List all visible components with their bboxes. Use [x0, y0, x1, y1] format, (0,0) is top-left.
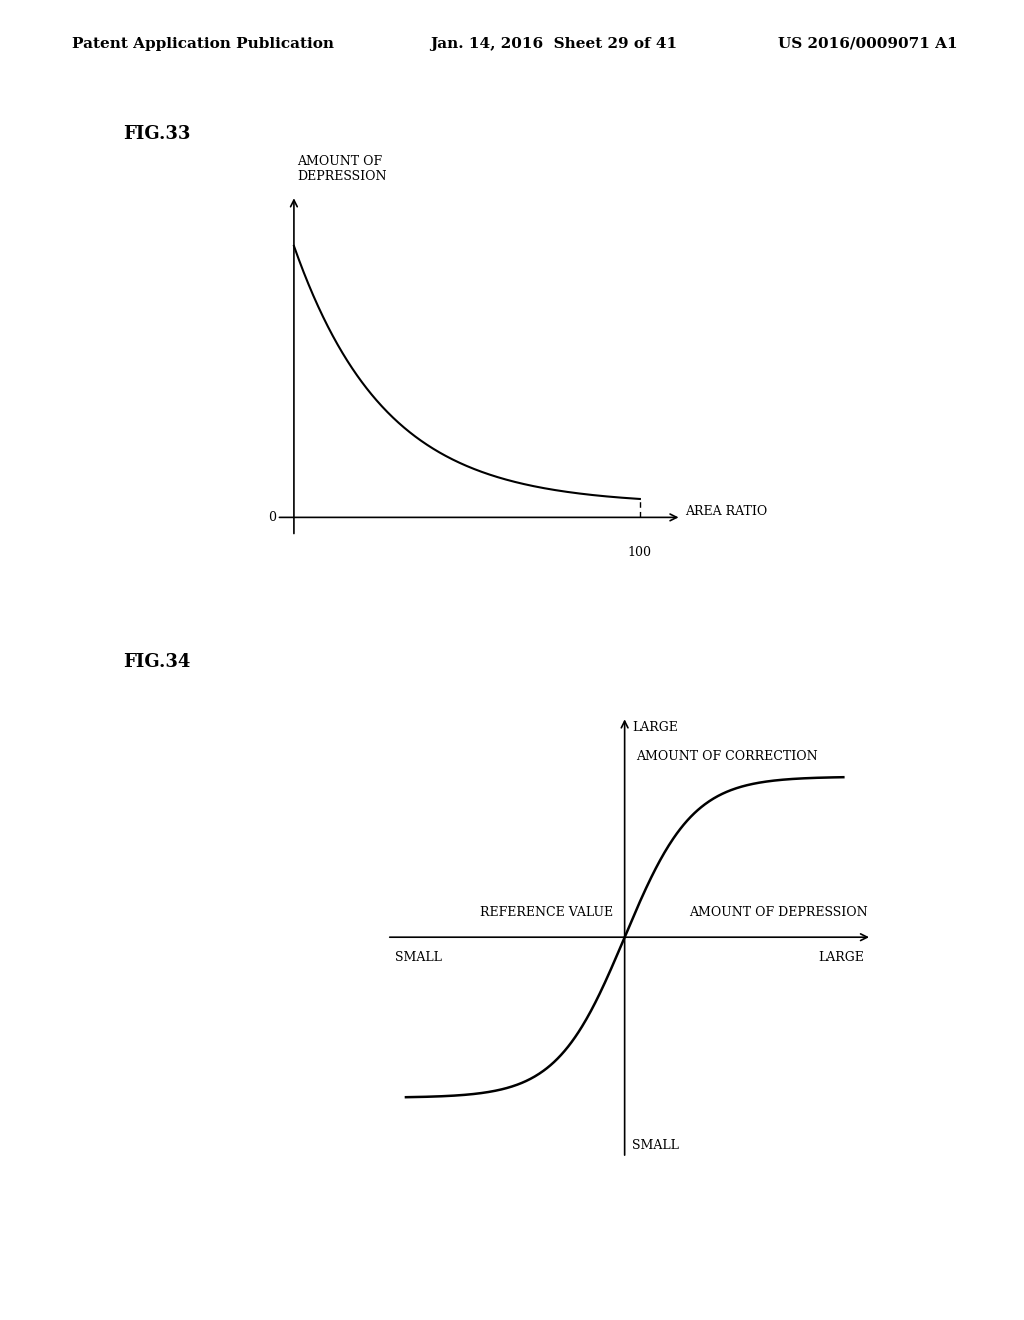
Text: Patent Application Publication: Patent Application Publication	[72, 37, 334, 50]
Text: AMOUNT OF CORRECTION: AMOUNT OF CORRECTION	[636, 750, 818, 763]
Text: REFERENCE VALUE: REFERENCE VALUE	[480, 906, 613, 919]
Text: AMOUNT OF DEPRESSION: AMOUNT OF DEPRESSION	[689, 906, 868, 919]
Text: LARGE: LARGE	[818, 952, 864, 964]
Text: AMOUNT OF
DEPRESSION: AMOUNT OF DEPRESSION	[297, 154, 387, 182]
Text: FIG.34: FIG.34	[123, 653, 190, 672]
Text: SMALL: SMALL	[632, 1139, 679, 1152]
Text: US 2016/0009071 A1: US 2016/0009071 A1	[778, 37, 957, 50]
Text: SMALL: SMALL	[394, 952, 441, 964]
Text: FIG.33: FIG.33	[123, 125, 190, 144]
Text: Jan. 14, 2016  Sheet 29 of 41: Jan. 14, 2016 Sheet 29 of 41	[430, 37, 677, 50]
Text: AREA RATIO: AREA RATIO	[685, 504, 767, 517]
Text: 100: 100	[628, 545, 652, 558]
Text: 0: 0	[268, 511, 276, 524]
Text: LARGE: LARGE	[632, 721, 678, 734]
